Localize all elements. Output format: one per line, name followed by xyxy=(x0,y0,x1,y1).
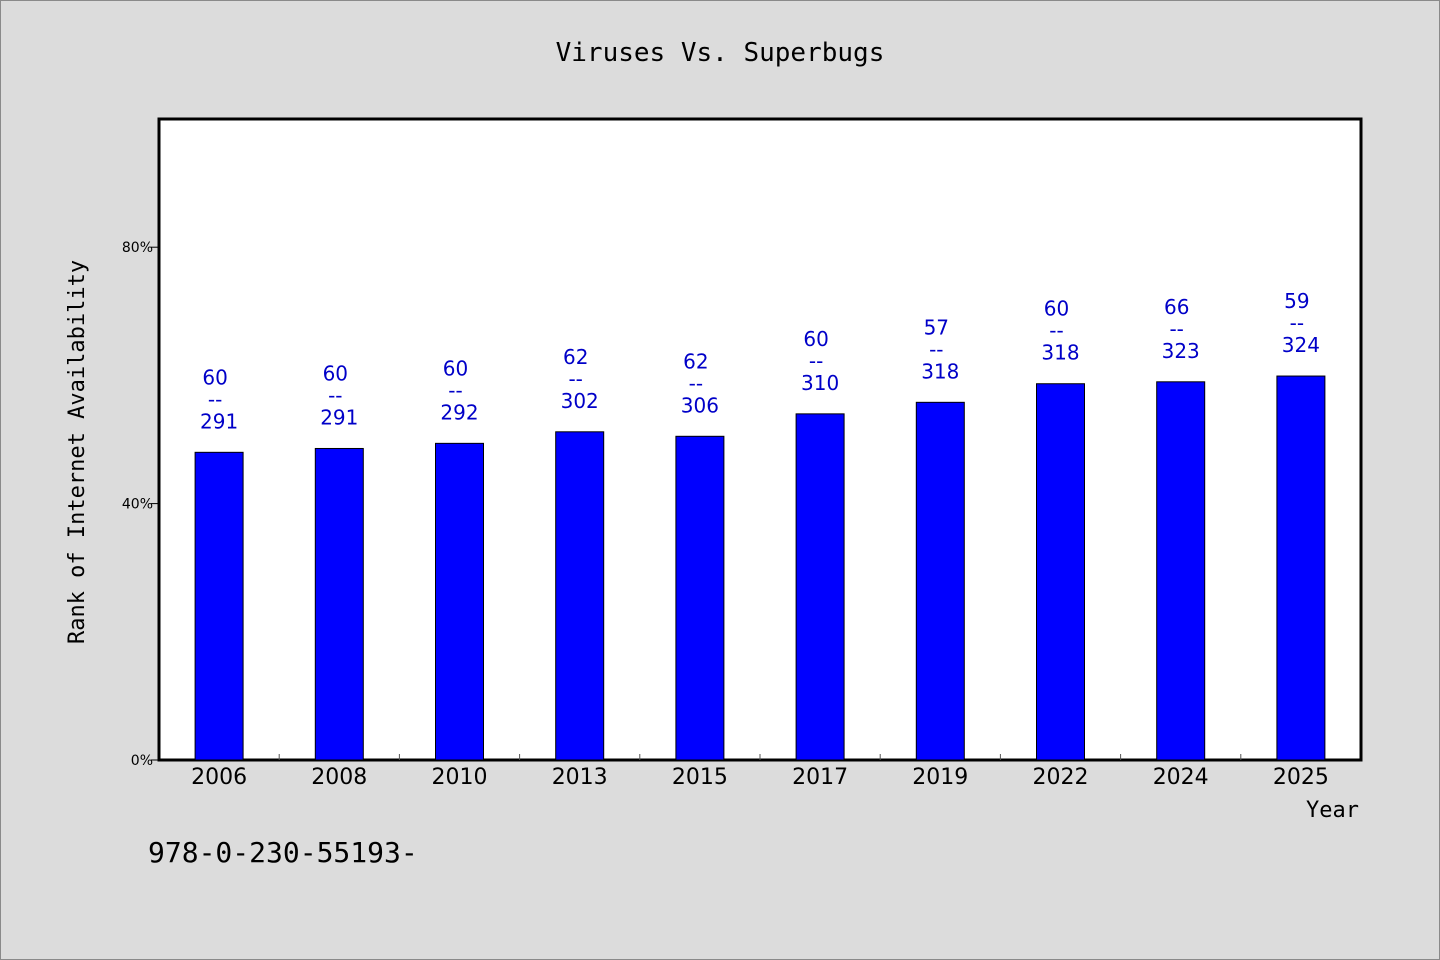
bar xyxy=(915,401,965,761)
data-label-top: 60 xyxy=(1044,297,1069,321)
data-label-top: 66 xyxy=(1164,295,1189,319)
data-labels: 60--29160--29160--29262--30262--30660--3… xyxy=(200,289,1320,433)
x-tick-label: 2022 xyxy=(1033,765,1089,790)
data-label-bottom: 324 xyxy=(1282,333,1320,357)
data-label-bottom: 292 xyxy=(440,400,478,424)
data-label-separator: -- xyxy=(809,349,823,373)
x-tick-label: 2017 xyxy=(792,765,848,790)
x-tick-label: 2013 xyxy=(552,765,608,790)
y-tick-label: 40% xyxy=(122,497,153,513)
bar xyxy=(795,413,845,761)
data-label-separator: -- xyxy=(1169,317,1183,341)
data-label-top: 62 xyxy=(683,349,708,373)
data-label-top: 57 xyxy=(924,315,949,339)
bar xyxy=(314,447,364,761)
bar xyxy=(1156,381,1206,761)
data-label-bottom: 318 xyxy=(921,359,959,383)
data-label-top: 60 xyxy=(202,365,227,389)
data-label-top: 59 xyxy=(1284,289,1309,313)
x-tick-label: 2006 xyxy=(191,765,247,790)
bar xyxy=(675,435,725,761)
data-label-separator: -- xyxy=(448,378,462,402)
x-axis: 2006 2008 2010 2013 2015 2017 2019 2022 2024 2025 xyxy=(191,754,1329,790)
y-tick-label: 80% xyxy=(122,240,153,256)
data-label-top: 60 xyxy=(803,327,828,351)
data-label-separator: -- xyxy=(689,371,703,395)
bar-series xyxy=(194,375,1326,761)
x-tick-label: 2015 xyxy=(672,765,728,790)
data-label-separator: -- xyxy=(208,387,222,411)
data-label-separator: -- xyxy=(1049,319,1063,343)
y-axis: 0% 40% 80% xyxy=(122,240,159,769)
bar xyxy=(1276,375,1326,761)
chart-title: Viruses Vs. Superbugs xyxy=(556,38,885,68)
data-label-bottom: 291 xyxy=(320,405,358,429)
data-label-top: 60 xyxy=(443,356,468,380)
bar xyxy=(194,451,244,761)
data-label-bottom: 306 xyxy=(681,393,719,417)
x-axis-title: Year xyxy=(1306,798,1359,823)
data-label-bottom: 318 xyxy=(1041,341,1079,365)
data-label-separator: -- xyxy=(328,383,342,407)
data-label-separator: -- xyxy=(568,367,582,391)
x-tick-label: 2024 xyxy=(1153,765,1209,790)
x-tick-label: 2008 xyxy=(311,765,367,790)
data-label-bottom: 291 xyxy=(200,409,238,433)
data-label-top: 60 xyxy=(323,361,348,385)
bar xyxy=(1036,383,1085,761)
x-tick-label: 2019 xyxy=(912,765,968,790)
x-tick-label: 2025 xyxy=(1273,765,1329,790)
data-label-bottom: 302 xyxy=(561,389,599,413)
data-label-separator: -- xyxy=(1290,311,1304,335)
data-label-bottom: 323 xyxy=(1162,339,1200,363)
footer-isbn-text: 978-0-230-55193- xyxy=(148,836,418,869)
data-label-separator: -- xyxy=(929,337,943,361)
x-tick-label: 2010 xyxy=(432,765,488,790)
data-label-bottom: 310 xyxy=(801,371,839,395)
y-tick-label: 0% xyxy=(131,753,153,769)
data-label-top: 62 xyxy=(563,345,588,369)
bar xyxy=(555,431,605,761)
y-axis-title: Rank of Internet Availability xyxy=(65,260,90,644)
bar xyxy=(435,442,484,761)
